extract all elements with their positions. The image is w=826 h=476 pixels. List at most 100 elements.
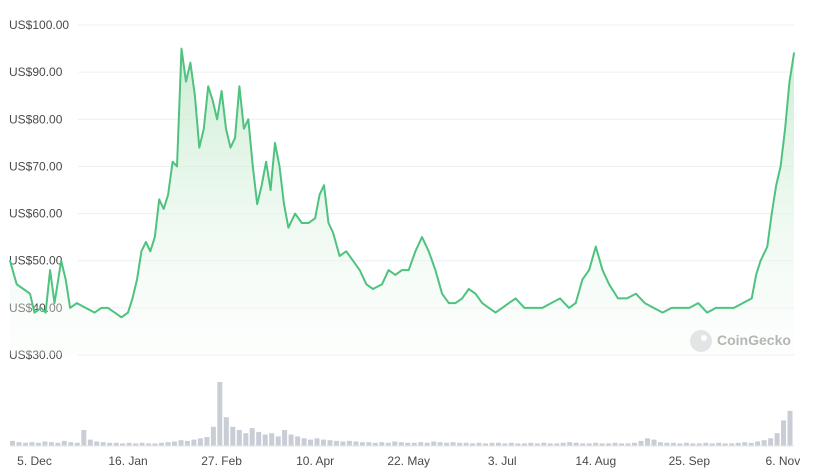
x-tick-label: 10. Apr — [296, 454, 334, 468]
volume-bar — [230, 426, 236, 446]
volume-bar — [10, 440, 15, 446]
volume-bar — [748, 442, 754, 446]
volume-bar — [645, 438, 650, 446]
y-tick-label: US$100.00 — [9, 18, 69, 32]
volume-bar — [275, 436, 281, 446]
volume-bar — [314, 438, 320, 446]
volume-bar — [87, 439, 93, 446]
volume-bar — [301, 438, 307, 446]
volume-bar — [547, 443, 553, 446]
x-tick-label: 6. Nov — [766, 454, 801, 468]
volume-bar — [489, 442, 495, 446]
volume-bar — [418, 442, 424, 446]
volume-bar — [23, 442, 28, 446]
volume-bar — [346, 440, 352, 446]
volume-bar — [496, 442, 501, 446]
volume-bar — [502, 443, 508, 446]
x-axis-labels: 5. Dec 16. Jan 27. Feb 10. Apr 22. May 3. Jul… — [17, 454, 800, 468]
watermark-text: CoinGecko — [717, 332, 791, 348]
volume-bar — [638, 440, 644, 446]
volume-bar — [457, 442, 463, 446]
volume-bar — [243, 433, 249, 446]
volume-bar — [359, 442, 365, 446]
volume-bar — [677, 443, 683, 446]
volume-bar — [703, 442, 709, 446]
volume-bar — [159, 442, 164, 446]
volume-bar — [619, 443, 625, 446]
volume-bar — [29, 442, 35, 446]
volume-bar — [657, 442, 663, 446]
x-tick-label: 22. May — [387, 454, 430, 468]
volume-bar — [696, 443, 702, 446]
volume-bar — [567, 442, 573, 446]
volume-bars — [10, 382, 794, 447]
volume-bar — [68, 442, 74, 446]
volume-bar — [146, 443, 152, 446]
volume-bar — [366, 442, 372, 446]
coingecko-logo-icon — [690, 330, 712, 352]
volume-bar — [61, 440, 67, 446]
volume-bar — [55, 442, 61, 446]
volume-bar — [528, 442, 534, 446]
volume-bar — [282, 430, 288, 446]
volume-bar — [16, 442, 22, 446]
volume-bar — [81, 430, 87, 446]
x-tick-label: 14. Aug — [575, 454, 616, 468]
y-tick-label: US$60.00 — [9, 207, 63, 221]
volume-bar — [606, 443, 612, 446]
volume-bar — [340, 441, 346, 446]
coingecko-logo-eye — [701, 335, 707, 341]
volume-bar — [709, 443, 715, 446]
volume-bar — [729, 443, 735, 446]
volume-bar — [165, 442, 171, 446]
volume-bar — [48, 442, 54, 446]
volume-bar — [334, 440, 339, 446]
volume-bar — [223, 417, 229, 446]
volume-bar — [787, 410, 793, 446]
volume-bar — [690, 443, 696, 446]
volume-bar — [353, 441, 359, 446]
volume-bar — [269, 433, 275, 446]
volume-bar — [107, 442, 113, 446]
volume-bar — [327, 440, 333, 446]
x-tick-label: 5. Dec — [17, 454, 52, 468]
volume-bar — [521, 443, 527, 446]
volume-bar — [716, 442, 722, 446]
volume-bar — [385, 442, 391, 446]
volume-bar — [593, 442, 599, 446]
volume-bar — [424, 442, 430, 446]
volume-bar — [256, 431, 262, 446]
volume-bar — [476, 442, 482, 446]
volume-bar — [670, 442, 676, 446]
x-tick-label: 25. Sep — [669, 454, 711, 468]
price-line — [9, 47, 795, 319]
volume-bar — [191, 439, 197, 446]
volume-bar — [515, 443, 521, 446]
volume-bar — [74, 442, 80, 446]
volume-bar — [560, 442, 566, 446]
volume-bar — [768, 438, 774, 446]
volume-bar — [534, 443, 540, 446]
volume-bar — [437, 442, 443, 446]
volume-bar — [392, 441, 398, 446]
volume-bar — [100, 442, 106, 446]
volume-bar — [113, 442, 119, 446]
x-tick-label: 27. Feb — [201, 454, 242, 468]
volume-bar — [781, 420, 786, 446]
volume-bar — [204, 437, 210, 446]
volume-bar — [288, 434, 294, 446]
volume-bar — [197, 438, 203, 446]
volume-bar — [262, 434, 268, 446]
volume-bar — [761, 440, 767, 446]
volume-bar — [483, 443, 488, 446]
y-tick-label: US$80.00 — [9, 112, 63, 126]
volume-bar — [184, 440, 190, 446]
y-tick-label: US$50.00 — [9, 254, 63, 268]
volume-bar — [133, 443, 139, 446]
volume-bar — [42, 441, 48, 446]
volume-bar — [625, 443, 631, 446]
volume-bar — [722, 443, 728, 446]
volume-bar — [774, 433, 780, 446]
coingecko-watermark: CoinGecko — [690, 330, 791, 352]
